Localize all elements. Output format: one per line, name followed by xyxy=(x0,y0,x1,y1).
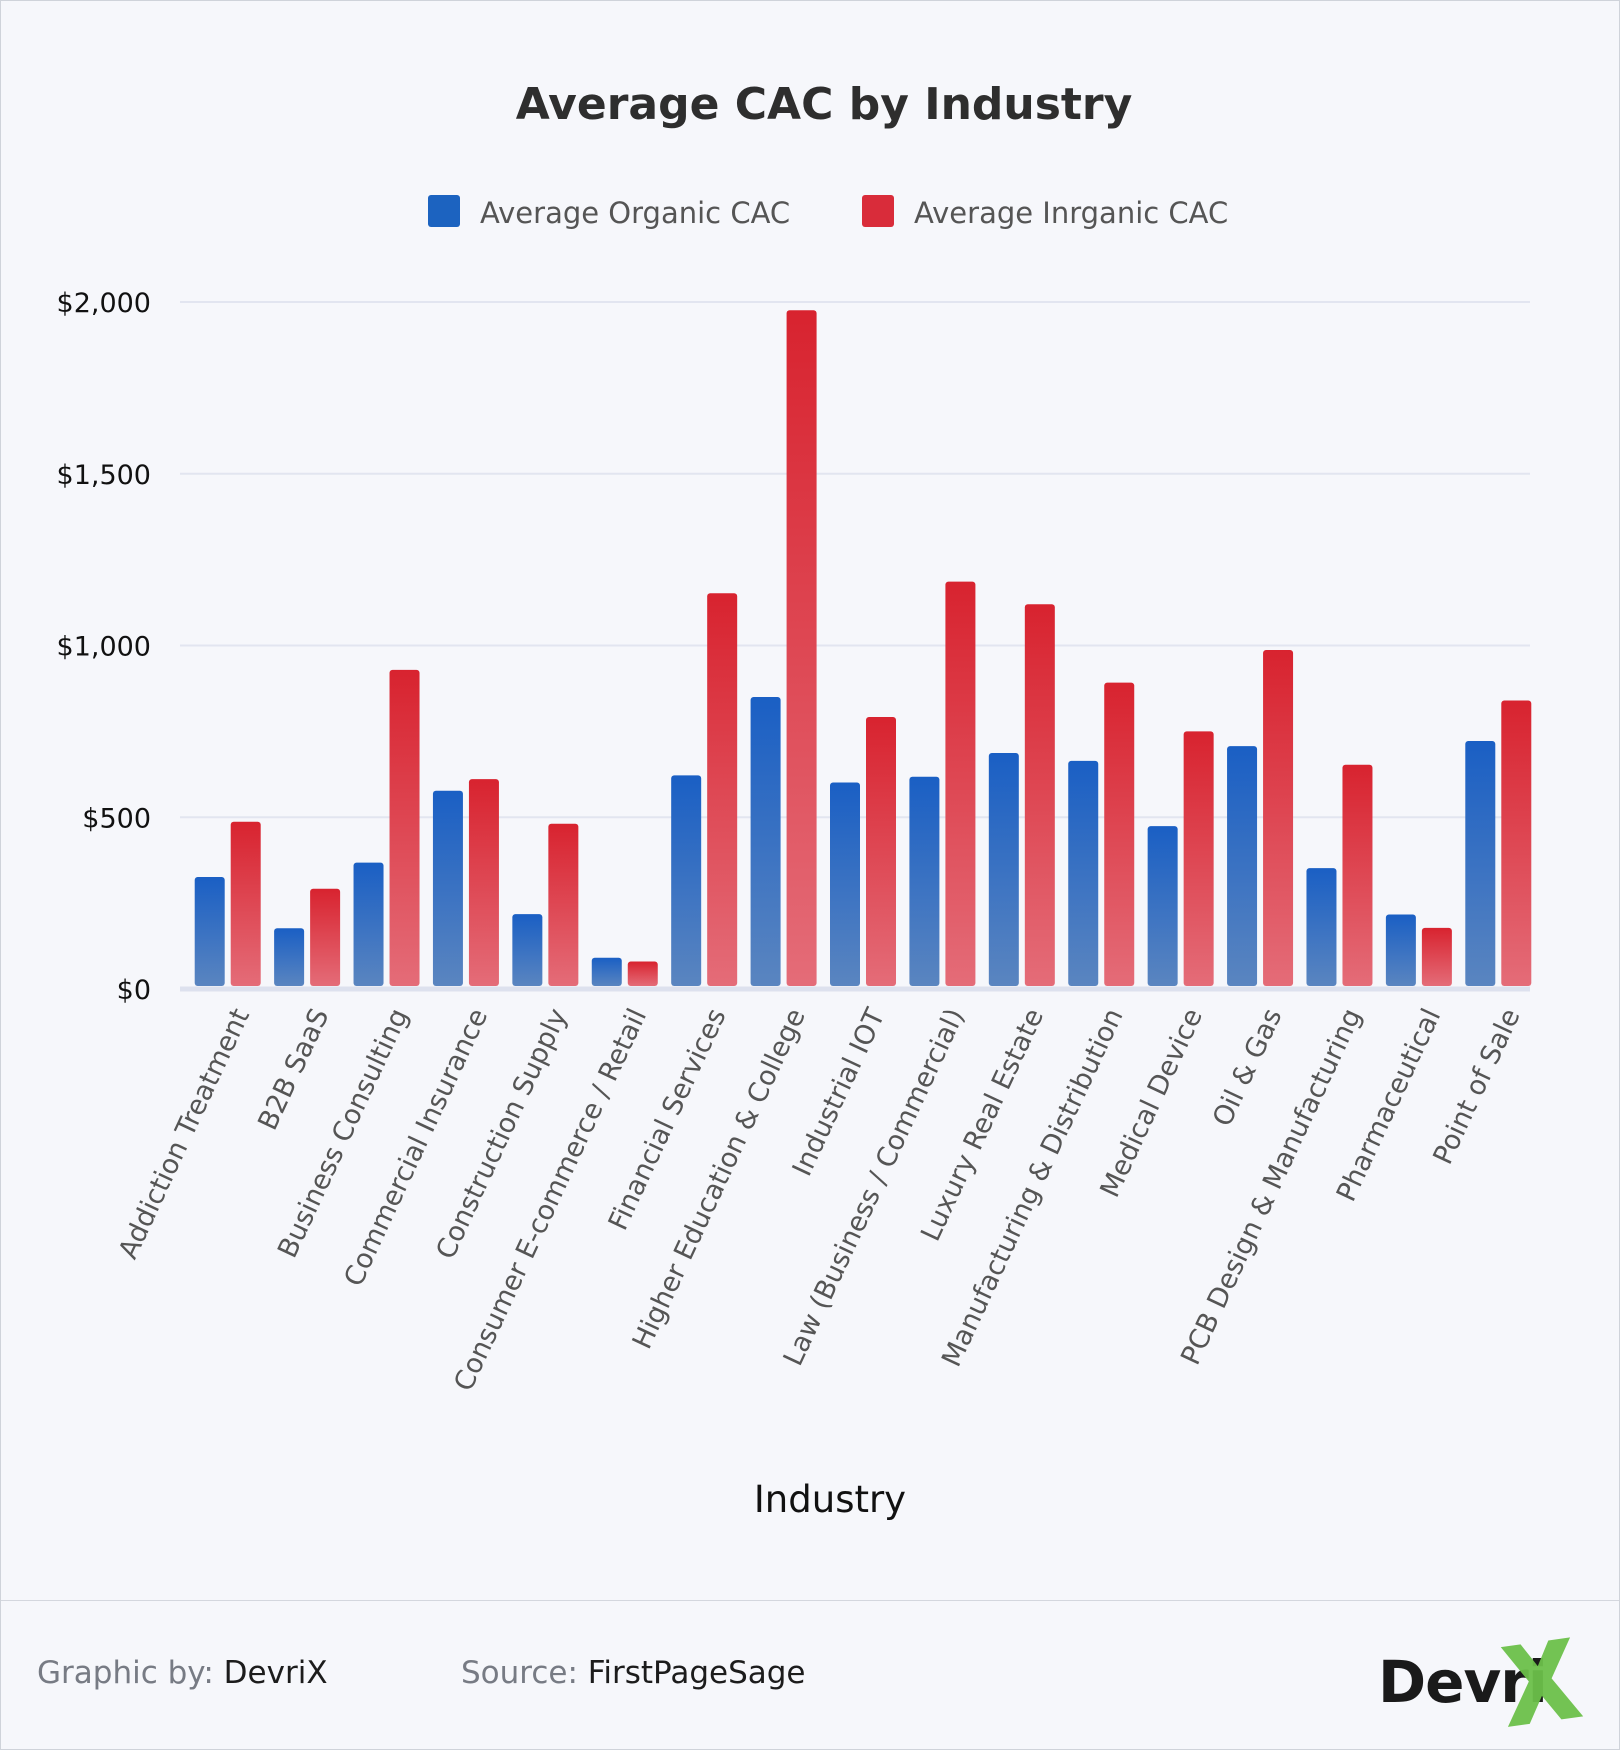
bar-inorganic xyxy=(548,823,579,986)
bar-organic xyxy=(274,928,305,986)
bar-organic xyxy=(1147,826,1178,986)
x-tick-label: Commercial Insurance xyxy=(338,1004,494,1291)
x-tick-label: Oil & Gas xyxy=(1207,1004,1288,1131)
bar-organic xyxy=(830,782,860,986)
x-tick-label: Point of Sale xyxy=(1428,1004,1527,1169)
bar-inorganic xyxy=(1104,682,1135,986)
legend: Average Organic CAC Average Inrganic CAC xyxy=(428,195,1228,230)
bar-inorganic xyxy=(1263,649,1294,986)
footer-divider xyxy=(1,1600,1619,1601)
graphic-by-value: DevriX xyxy=(223,1655,328,1691)
bar-organic xyxy=(750,697,781,986)
y-tick-label: $2,000 xyxy=(57,288,151,319)
bar-organic xyxy=(1385,914,1416,986)
y-tick-label: $500 xyxy=(82,803,151,834)
graphic-by-label: Graphic by: xyxy=(37,1655,214,1691)
bar-organic xyxy=(591,957,622,986)
x-axis-title: Industry xyxy=(754,1478,906,1521)
bar-organic xyxy=(1306,868,1337,986)
bars xyxy=(194,310,1532,986)
source-value: FirstPageSage xyxy=(587,1655,806,1691)
x-tick-label: Addiction Treatment xyxy=(113,1004,256,1264)
bar-organic xyxy=(1227,746,1258,986)
y-tick-label: $1,500 xyxy=(57,460,151,491)
bar-organic xyxy=(1465,740,1496,986)
bar-organic xyxy=(512,914,543,986)
bar-inorganic xyxy=(707,593,738,986)
y-tick-label: $0 xyxy=(117,975,151,1006)
bar-inorganic xyxy=(230,821,261,986)
devrix-logo: Devri xyxy=(1375,1630,1595,1740)
legend-label-inorganic: Average Inrganic CAC xyxy=(914,196,1228,230)
chart-title: Average CAC by Industry xyxy=(516,79,1133,130)
bar-inorganic xyxy=(1183,731,1214,986)
bar-inorganic xyxy=(389,669,420,986)
legend-swatch-organic xyxy=(428,195,460,227)
legend-swatch-inorganic xyxy=(862,195,894,227)
bar-organic xyxy=(1068,760,1099,986)
bar-inorganic xyxy=(945,581,976,986)
bar-inorganic xyxy=(866,716,896,986)
bar-inorganic xyxy=(1501,700,1532,986)
bar-organic xyxy=(671,775,702,986)
y-axis: $0 $500 $1,000 $1,500 $2,000 xyxy=(57,288,151,1006)
logo-x-mark-icon xyxy=(1500,1637,1584,1727)
bar-organic xyxy=(194,877,225,986)
bar-inorganic xyxy=(310,888,341,986)
bar-inorganic xyxy=(468,779,499,986)
bar-organic xyxy=(432,790,463,986)
footer-source: Source: FirstPageSage xyxy=(461,1655,806,1691)
footer-graphic-by: Graphic by: DevriX xyxy=(37,1655,328,1691)
x-tick-label: B2B SaaS xyxy=(252,1004,335,1135)
y-tick-label: $1,000 xyxy=(57,632,151,663)
bar-organic xyxy=(353,862,384,986)
bar-inorganic xyxy=(786,310,817,986)
bar-organic xyxy=(988,753,1019,986)
bar-inorganic xyxy=(1024,604,1055,986)
bar-inorganic xyxy=(1342,764,1373,986)
bar-inorganic xyxy=(627,961,658,986)
bar-organic xyxy=(909,776,940,986)
source-label: Source: xyxy=(461,1655,578,1691)
chart-canvas: Average CAC by Industry Average Organic … xyxy=(57,79,1532,1521)
legend-label-organic: Average Organic CAC xyxy=(480,196,790,230)
bar-inorganic xyxy=(1421,927,1452,986)
